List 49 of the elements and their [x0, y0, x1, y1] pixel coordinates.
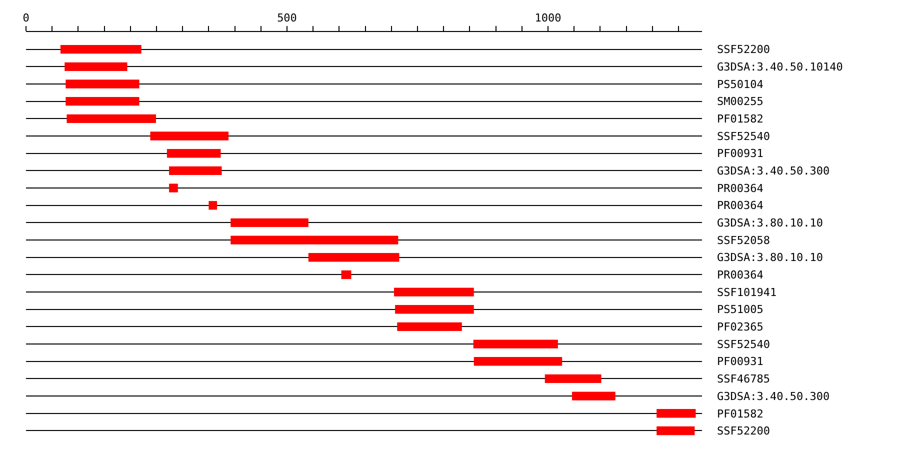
bar — [230, 236, 398, 244]
bar — [169, 184, 178, 192]
bar — [341, 270, 352, 280]
y-tick-label: PF01582 — [717, 112, 764, 126]
x-tick-label: 500 — [277, 12, 297, 25]
bar — [394, 288, 474, 296]
bar — [397, 322, 462, 332]
bar — [656, 409, 696, 418]
bar — [66, 80, 140, 88]
bar — [169, 166, 222, 176]
bar — [66, 97, 140, 106]
bar — [308, 253, 400, 262]
y-tick-label: SSF46785 — [717, 372, 770, 386]
bar — [572, 392, 616, 400]
y-tick-label: G3DSA:3.40.50.300 — [717, 164, 830, 178]
y-tick-label: SSF101941 — [717, 286, 777, 299]
bar — [230, 218, 308, 228]
y-tick-label: PR00364 — [717, 268, 764, 282]
y-tick-label: SSF52058 — [717, 234, 770, 247]
y-tick-label: SSF52200 — [717, 43, 770, 56]
y-tick-label: PR00364 — [717, 182, 764, 195]
y-tick-label: PF02365 — [717, 320, 764, 334]
y-tick-label: SSF52540 — [717, 130, 770, 143]
bar — [395, 305, 474, 314]
bar — [473, 340, 558, 348]
y-tick-label: PR00364 — [717, 199, 764, 212]
bar — [474, 357, 562, 366]
bar — [544, 374, 602, 384]
y-tick-label: PS50104 — [717, 78, 764, 91]
bar — [208, 201, 218, 210]
bar — [656, 426, 695, 436]
bar — [150, 132, 229, 140]
y-tick-label: G3DSA:3.80.10.10 — [717, 251, 823, 264]
y-tick-label: PF01582 — [717, 407, 764, 420]
bar — [64, 62, 128, 72]
bar — [66, 114, 156, 124]
y-tick-label: G3DSA:3.40.50.10140 — [717, 60, 843, 74]
y-tick-label: PF00931 — [717, 147, 764, 160]
x-tick-label: 1000 — [534, 12, 562, 25]
x-tick-label: 0 — [22, 12, 30, 25]
y-tick-label: PS51005 — [717, 303, 764, 316]
y-tick-label: G3DSA:3.40.50.300 — [717, 390, 830, 403]
bar — [60, 45, 142, 54]
y-tick-label: SSF52540 — [717, 338, 770, 351]
y-tick-label: PF00931 — [717, 355, 764, 368]
y-tick-label: SSF52200 — [717, 424, 770, 438]
bar — [166, 149, 221, 158]
y-tick-label: SM00255 — [717, 95, 764, 108]
y-tick-label: G3DSA:3.80.10.10 — [717, 216, 823, 230]
